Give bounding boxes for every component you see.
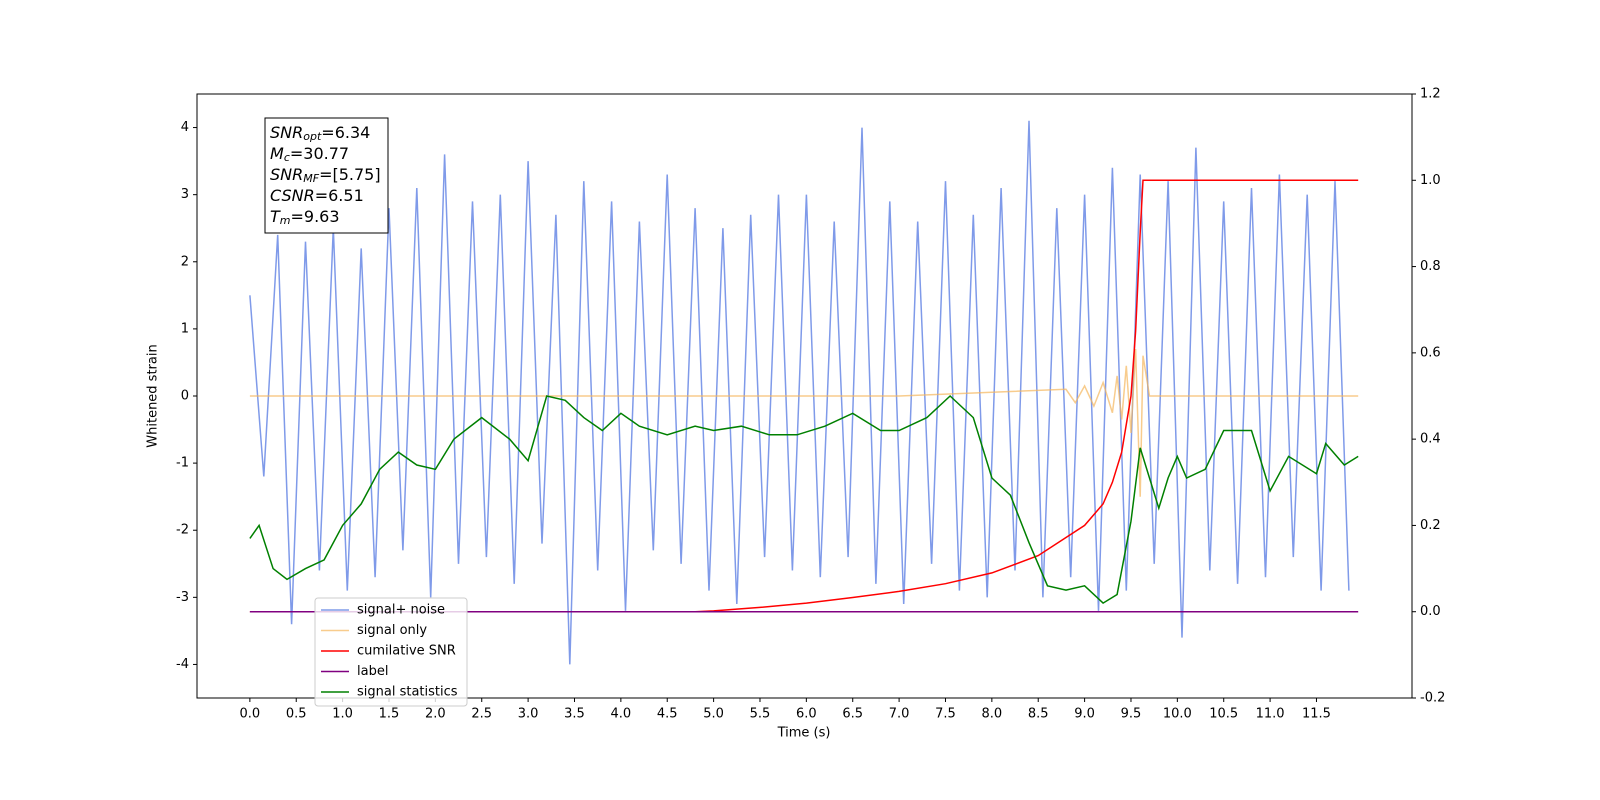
annotation-line: SNRMF=[5.75]	[270, 165, 381, 186]
x-tick-label: 2.0	[425, 707, 446, 722]
annotation-value: =9.63	[291, 207, 340, 226]
x-tick-label: 6.0	[796, 707, 817, 722]
x-tick-label: 11.5	[1302, 707, 1331, 722]
x-tick-label: 4.5	[657, 707, 678, 722]
annotation-value: =[5.75]	[319, 165, 381, 184]
annotation-value: =30.77	[290, 144, 349, 163]
x-tick-label: 10.5	[1209, 707, 1238, 722]
series-line	[249, 179, 1359, 613]
x-tick-label: 6.5	[842, 707, 863, 722]
x-tick-label: 8.0	[982, 707, 1003, 722]
series-line	[249, 348, 1359, 497]
x-axis-label: Time (s)	[777, 726, 831, 741]
annotation-line: Tm=9.63	[270, 207, 340, 228]
x-tick-label: 7.0	[889, 707, 910, 722]
y2-tick-label: 0.0	[1420, 604, 1441, 619]
x-tick-label: 10.0	[1163, 707, 1192, 722]
y-tick-label: 3	[181, 187, 189, 202]
annotation-symbol: CSNR	[270, 186, 315, 205]
y2-tick-label: 0.6	[1420, 345, 1441, 360]
annotation-subscript: c	[284, 151, 290, 164]
x-tick-label: 5.5	[750, 707, 771, 722]
series-line	[249, 394, 1359, 605]
annotation-symbol: SNR	[270, 165, 303, 184]
y2-tick-label: -0.2	[1420, 691, 1445, 706]
legend-label: signal only	[357, 623, 427, 638]
annotation-line: CSNR=6.51	[270, 186, 364, 205]
annotation-subscript: m	[280, 214, 291, 227]
y-tick-label: -4	[176, 657, 189, 672]
y2-tick-label: 0.8	[1420, 259, 1441, 274]
annotation-subscript: MF	[303, 172, 319, 185]
x-tick-label: 2.5	[471, 707, 492, 722]
annotation-symbol: SNR	[270, 123, 303, 142]
annotation-box: SNRopt=6.34Mc=30.77SNRMF=[5.75]CSNR=6.51…	[264, 117, 389, 234]
x-tick-label: 11.0	[1256, 707, 1285, 722]
y2-tick-label: 1.2	[1420, 87, 1441, 102]
y-tick-label: -1	[176, 456, 189, 471]
x-tick-label: 3.0	[518, 707, 539, 722]
x-tick-label: 1.0	[332, 707, 353, 722]
legend-label: signal+ noise	[357, 603, 445, 618]
y-tick-label: 4	[181, 120, 189, 135]
x-tick-label: 0.5	[286, 707, 307, 722]
legend-label: signal statistics	[357, 685, 458, 700]
x-tick-label: 1.5	[379, 707, 400, 722]
y-tick-label: -3	[176, 590, 189, 605]
legend-label: label	[357, 664, 388, 679]
legend-label: cumilative SNR	[357, 644, 456, 659]
y2-tick-label: 1.0	[1420, 173, 1441, 188]
x-tick-label: 7.5	[935, 707, 956, 722]
annotation-value: =6.51	[315, 186, 364, 205]
y-tick-label: 2	[181, 254, 189, 269]
x-tick-label: 0.0	[240, 707, 261, 722]
annotation-value: =6.34	[321, 123, 370, 142]
annotation-frame	[264, 117, 389, 234]
legend-frame	[314, 597, 468, 707]
annotation-symbol: M	[270, 144, 284, 163]
x-tick-label: 9.0	[1074, 707, 1095, 722]
y-axis-label: Whitened strain	[146, 344, 161, 447]
y2-tick-label: 0.4	[1420, 432, 1441, 447]
y2-tick-label: 0.2	[1420, 518, 1441, 533]
y-tick-label: 0	[181, 389, 189, 404]
series-line	[249, 120, 1350, 665]
annotation-line: Mc=30.77	[270, 144, 349, 165]
x-tick-label: 8.5	[1028, 707, 1049, 722]
x-tick-label: 5.0	[703, 707, 724, 722]
annotation-subscript: opt	[303, 130, 322, 143]
x-tick-label: 4.0	[611, 707, 632, 722]
annotation-line: SNRopt=6.34	[270, 123, 370, 144]
x-tick-label: 3.5	[564, 707, 585, 722]
y-tick-label: -2	[176, 523, 189, 538]
x-tick-label: 9.5	[1121, 707, 1142, 722]
y-tick-label: 1	[181, 321, 189, 336]
annotation-symbol: T	[270, 207, 281, 226]
legend: signal+ noise signal only cumilative SNR la…	[314, 597, 468, 707]
